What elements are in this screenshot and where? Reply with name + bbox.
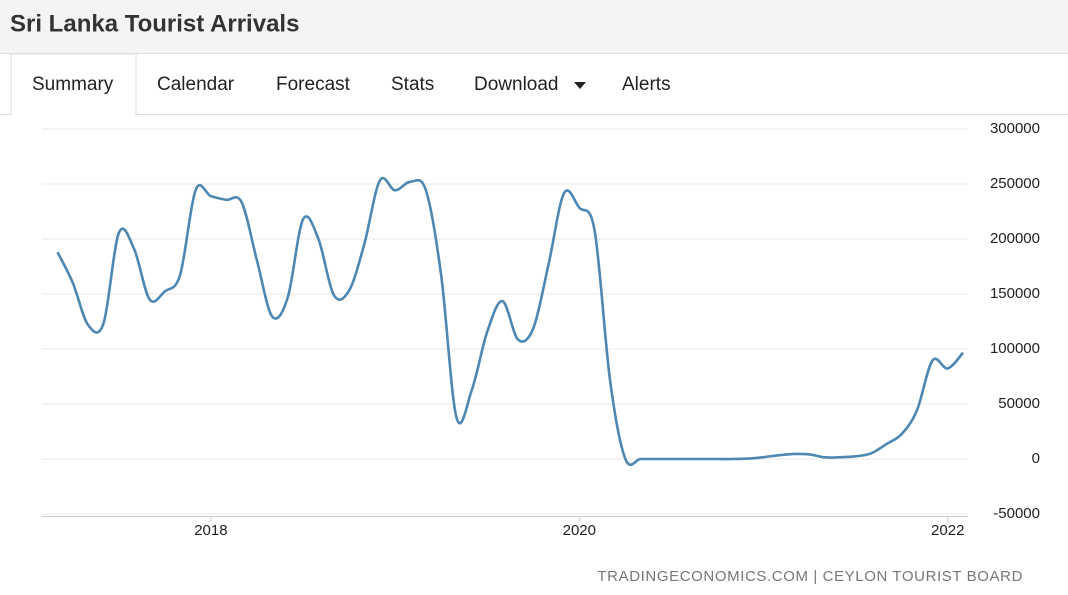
tab[interactable]: Forecast [276,74,351,95]
y-tick-label: 250000 [990,175,1040,192]
page-title: Sri Lanka Tourist Arrivals [10,10,299,37]
x-tick-label: 2022 [931,522,964,539]
x-tick-label: 2018 [194,522,227,539]
y-tick-label: 150000 [990,285,1040,302]
y-tick-label: 300000 [990,120,1040,137]
y-tick-label: 200000 [990,230,1040,247]
tab[interactable]: Stats [391,74,434,95]
y-tick-label: 50000 [998,395,1040,412]
tab[interactable]: Summary [32,74,114,95]
tab[interactable]: Download [474,74,559,95]
active-tab[interactable] [10,53,137,116]
header-bar [0,0,1068,53]
y-tick-label: -50000 [993,505,1040,522]
x-tick-label: 2020 [563,522,596,539]
source: TRADINGECONOMICS.COM | CEYLON TOURIST BO… [597,568,1023,585]
y-tick-label: 100000 [990,340,1040,357]
chart: -50000 0 50000 100000 150000 200000 250000 3000… [42,120,1040,539]
y-tick-label: 0 [1032,450,1040,467]
tab[interactable]: Calendar [157,74,235,95]
tab[interactable]: Alerts [622,74,671,95]
data-line [56,176,965,467]
dropdown-caret[interactable] [574,82,586,89]
